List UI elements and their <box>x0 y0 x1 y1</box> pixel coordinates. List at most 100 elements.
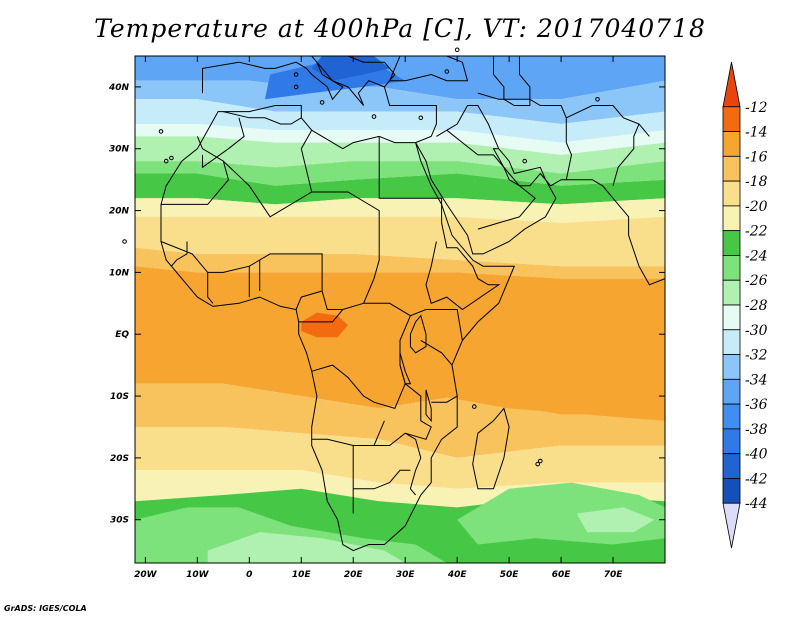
island-marker-7 <box>319 100 325 105</box>
lon-tick-label: 70E <box>604 570 624 580</box>
colorbar-swatch <box>722 453 741 479</box>
colorbar-label: -30 <box>745 323 768 339</box>
colorbar-label: -24 <box>745 248 768 264</box>
lake-malawi <box>425 389 432 423</box>
temp-band-5 <box>135 136 665 174</box>
border-algeria-morocco <box>202 117 245 169</box>
colorbar-label: -38 <box>745 422 768 438</box>
border-gabon-congo <box>298 309 344 323</box>
lon-tick-label: 30E <box>396 570 416 580</box>
colorbar-label: -16 <box>745 149 768 165</box>
colorbar-label: -40 <box>745 447 768 463</box>
lon-tick-label: 20W <box>134 570 158 580</box>
island-marker-3 <box>371 114 377 119</box>
colorbar-swatch <box>722 180 741 207</box>
island-marker-11 <box>472 404 477 409</box>
colorbar-swatch <box>722 354 741 380</box>
indian-ocean-cold-core <box>576 507 655 533</box>
lat-tick-label: 30N <box>109 145 130 155</box>
colorbar-swatch <box>722 131 741 157</box>
colorbar-label: -28 <box>745 298 768 314</box>
border-tunisia-libya <box>300 129 313 193</box>
lat-tick-label: EQ <box>115 330 129 340</box>
island-marker-5 <box>293 84 299 90</box>
colorbar-bottom-arrow <box>722 502 741 549</box>
island-marker-8 <box>122 239 127 244</box>
caspian-coast <box>493 56 531 106</box>
colorbar-swatch <box>722 205 741 232</box>
border-car-south <box>321 290 364 310</box>
lon-tick-label: 0 <box>246 570 252 580</box>
colorbar-label: -42 <box>745 471 768 487</box>
madagascar-coastline <box>472 407 510 490</box>
colorbar-label: -32 <box>745 348 768 364</box>
lon-tick-label: 10E <box>292 570 312 580</box>
colorbar-label: -12 <box>745 100 768 116</box>
lon-tick-label: 10W <box>186 570 210 580</box>
border-west-sahara <box>161 136 230 205</box>
temp-band-12 <box>135 383 665 458</box>
island-marker-0 <box>163 158 169 164</box>
south-atlantic-cold-core <box>207 532 406 563</box>
arabia-india-coast <box>415 142 666 286</box>
border-north-central <box>222 160 427 317</box>
island-marker-4 <box>418 115 424 121</box>
border-cote-divoire <box>207 272 214 304</box>
colorbar-swatch <box>722 403 741 430</box>
island-marker-10 <box>535 461 541 467</box>
colorbar: -12 -14 -16 -18 -20 -22 -24 -26 -28 -30 -32 -34 -36 -… <box>722 61 768 549</box>
grads-credit: GrADS: IGES/COLA <box>4 604 87 613</box>
lake-victoria <box>409 314 427 354</box>
colorbar-swatch <box>722 478 741 504</box>
colorbar-swatch <box>722 230 741 256</box>
island-marker-12 <box>444 69 450 74</box>
africa-coastline <box>160 105 516 552</box>
lon-tick-label: 50E <box>500 570 520 580</box>
map-title: Temperature at 400hPa [C], VT: 201704071… <box>94 14 706 43</box>
colorbar-swatch <box>722 155 741 182</box>
lat-tick-label: 20N <box>109 207 130 217</box>
colorbar-label: -44 <box>745 496 768 512</box>
colorbar-label: -18 <box>745 174 768 190</box>
border-angola-zambia <box>353 420 385 446</box>
border-tanzania-mozambique <box>431 395 458 403</box>
colorbar-swatch <box>722 106 741 132</box>
border-kenya-north <box>426 309 463 341</box>
colorbar-label: -14 <box>745 125 768 141</box>
border-kenya-tanzania <box>420 339 453 366</box>
coastlines <box>122 47 666 552</box>
temp-band-13 <box>135 427 665 489</box>
border-senegal-guinea <box>171 241 188 267</box>
border-egypt-libya-sudan <box>378 136 442 199</box>
colorbar-swatch <box>722 329 741 355</box>
lon-tick-label: 40E <box>447 570 468 580</box>
temp-band-4 <box>135 124 665 155</box>
temp-band-6 <box>135 161 665 186</box>
island-marker-1 <box>169 155 174 161</box>
lat-tick-label: 30S <box>110 516 129 526</box>
island-marker-9 <box>538 458 543 464</box>
lat-tick-label: 20S <box>110 454 129 464</box>
colorbar-swatch <box>722 255 741 281</box>
colorbar-label: -20 <box>745 199 768 215</box>
border-botswana-south <box>353 469 411 490</box>
border-zambia-malawi <box>404 383 432 440</box>
island-marker-15 <box>454 47 460 53</box>
border-arabia <box>446 129 536 230</box>
temp-band-3 <box>135 99 665 143</box>
border-india-pakistan <box>612 123 640 186</box>
colorbar-label: -26 <box>745 273 768 289</box>
temp-band-8 <box>135 198 665 223</box>
island-marker-6 <box>293 72 299 77</box>
congo-warm-spot <box>301 312 348 338</box>
colorbar-label: -22 <box>745 224 768 240</box>
equatorial-warm-band <box>135 334 665 421</box>
colorbar-swatch <box>722 428 741 455</box>
lat-tick-label: 40N <box>108 83 130 93</box>
border-pakistan-afghanistan <box>565 105 650 180</box>
lon-tick-label: 60E <box>552 570 572 580</box>
island-marker-13 <box>595 97 600 102</box>
border-balkans <box>347 55 396 88</box>
island-marker-2 <box>158 129 164 134</box>
border-iran-north <box>477 92 567 118</box>
